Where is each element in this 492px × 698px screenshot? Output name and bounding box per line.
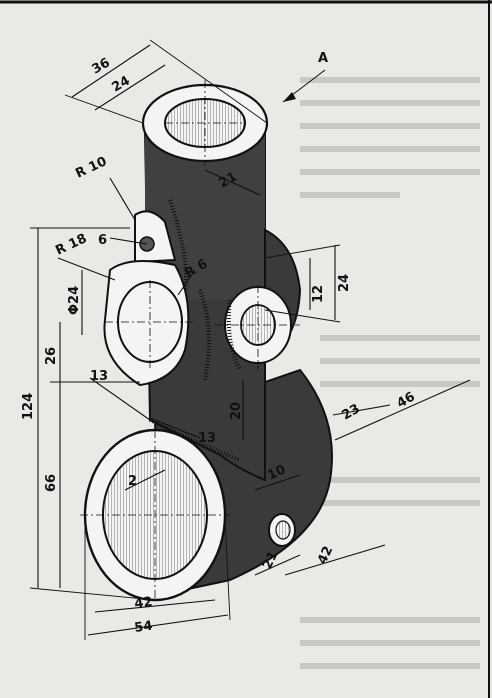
dim-offset-23: 23	[340, 401, 363, 423]
dim-web-20: 20	[229, 402, 244, 420]
center-lines	[80, 80, 300, 600]
dim-boss-outer: 24	[337, 274, 352, 292]
dim-boss-height: 12	[311, 285, 326, 303]
dim-height-26: 26	[44, 347, 59, 365]
dim-small-2: 2	[128, 474, 137, 489]
dim-bore-42: 42	[133, 595, 153, 612]
dim-depth-42: 42	[315, 544, 336, 567]
dim-base-54: 54	[133, 619, 153, 636]
fillet-hatch	[149, 199, 242, 462]
dim-hole-10: 10	[265, 462, 288, 483]
dim-depth-21: 21	[260, 549, 281, 572]
dimension-lines	[29, 39, 471, 640]
background-text-lines	[300, 77, 480, 669]
dim-lug-radius: R 10	[73, 154, 109, 181]
view-arrow-head	[283, 92, 296, 102]
dim-offset-46: 46	[395, 389, 418, 411]
dim-side-radius: R 18	[53, 231, 89, 258]
dim-lug-hole: 6	[98, 233, 107, 248]
dim-top-outer: 36	[90, 55, 113, 77]
dim-hole-diameter: Φ24	[67, 286, 82, 315]
dim-height-66: 66	[44, 474, 59, 492]
dim-web-13-b: 13	[198, 431, 216, 446]
lower-small-hole-inner	[275, 520, 291, 540]
part-body	[83, 83, 333, 602]
dim-total-height: 124	[21, 393, 36, 420]
dimension-labels: A 36 24 21 R 10 6 R 18 Φ24 R 6 12 24 26 …	[21, 51, 418, 636]
view-label-a: A	[318, 51, 328, 66]
dim-web-13-a: 13	[90, 369, 108, 384]
dim-top-inner: 24	[110, 73, 133, 95]
